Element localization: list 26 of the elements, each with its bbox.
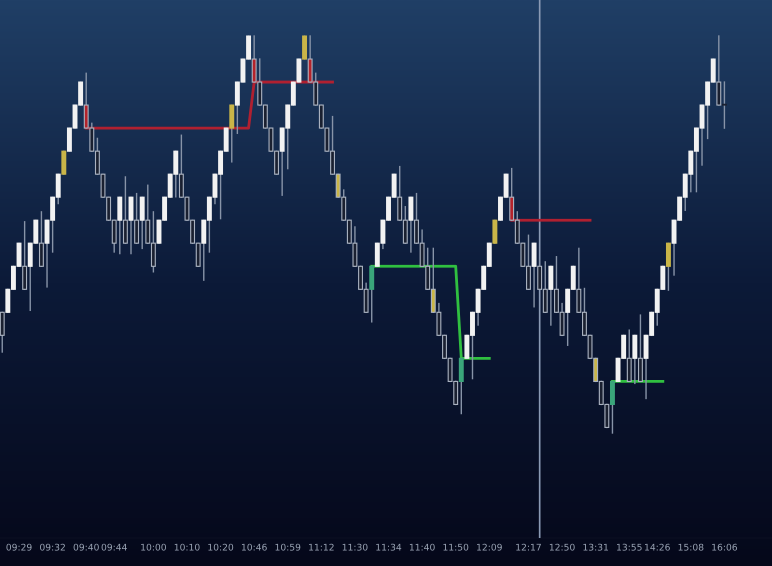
candlestick [632,334,638,384]
x-tick-label: 10:59 [276,544,300,551]
candlestick [0,312,5,353]
x-tick-label: 16:06 [712,544,738,551]
candlestick [458,358,464,414]
x-tick-label: 10:46 [242,544,267,551]
x-tick-label: 12:09 [477,544,502,551]
x-tick-label: 10:00 [141,544,166,551]
x-tick-label: 11:30 [342,544,368,551]
x-tick-label: 11:12 [309,544,334,551]
x-tick-label: 15:08 [678,544,704,551]
x-tick-label: 09:29 [6,544,32,551]
x-tick-label: 11:40 [410,544,435,551]
x-tick-label: 11:34 [376,544,402,551]
x-tick-label: 09:40 [74,544,99,551]
x-tick-label: 09:44 [102,544,127,551]
candlestick [610,380,615,434]
x-tick-label: 11:50 [443,544,468,551]
x-tick-label: 12:17 [516,544,541,551]
x-tick-label: 10:10 [174,544,200,551]
x-tick-label: 10:20 [208,544,234,551]
x-tick-label: 14:26 [645,544,670,551]
x-tick-label: 13:55 [617,544,642,551]
x-tick-label: 12:50 [550,544,575,551]
x-tick-label: 13:31 [583,544,608,551]
x-tick-label: 09:32 [40,544,65,551]
